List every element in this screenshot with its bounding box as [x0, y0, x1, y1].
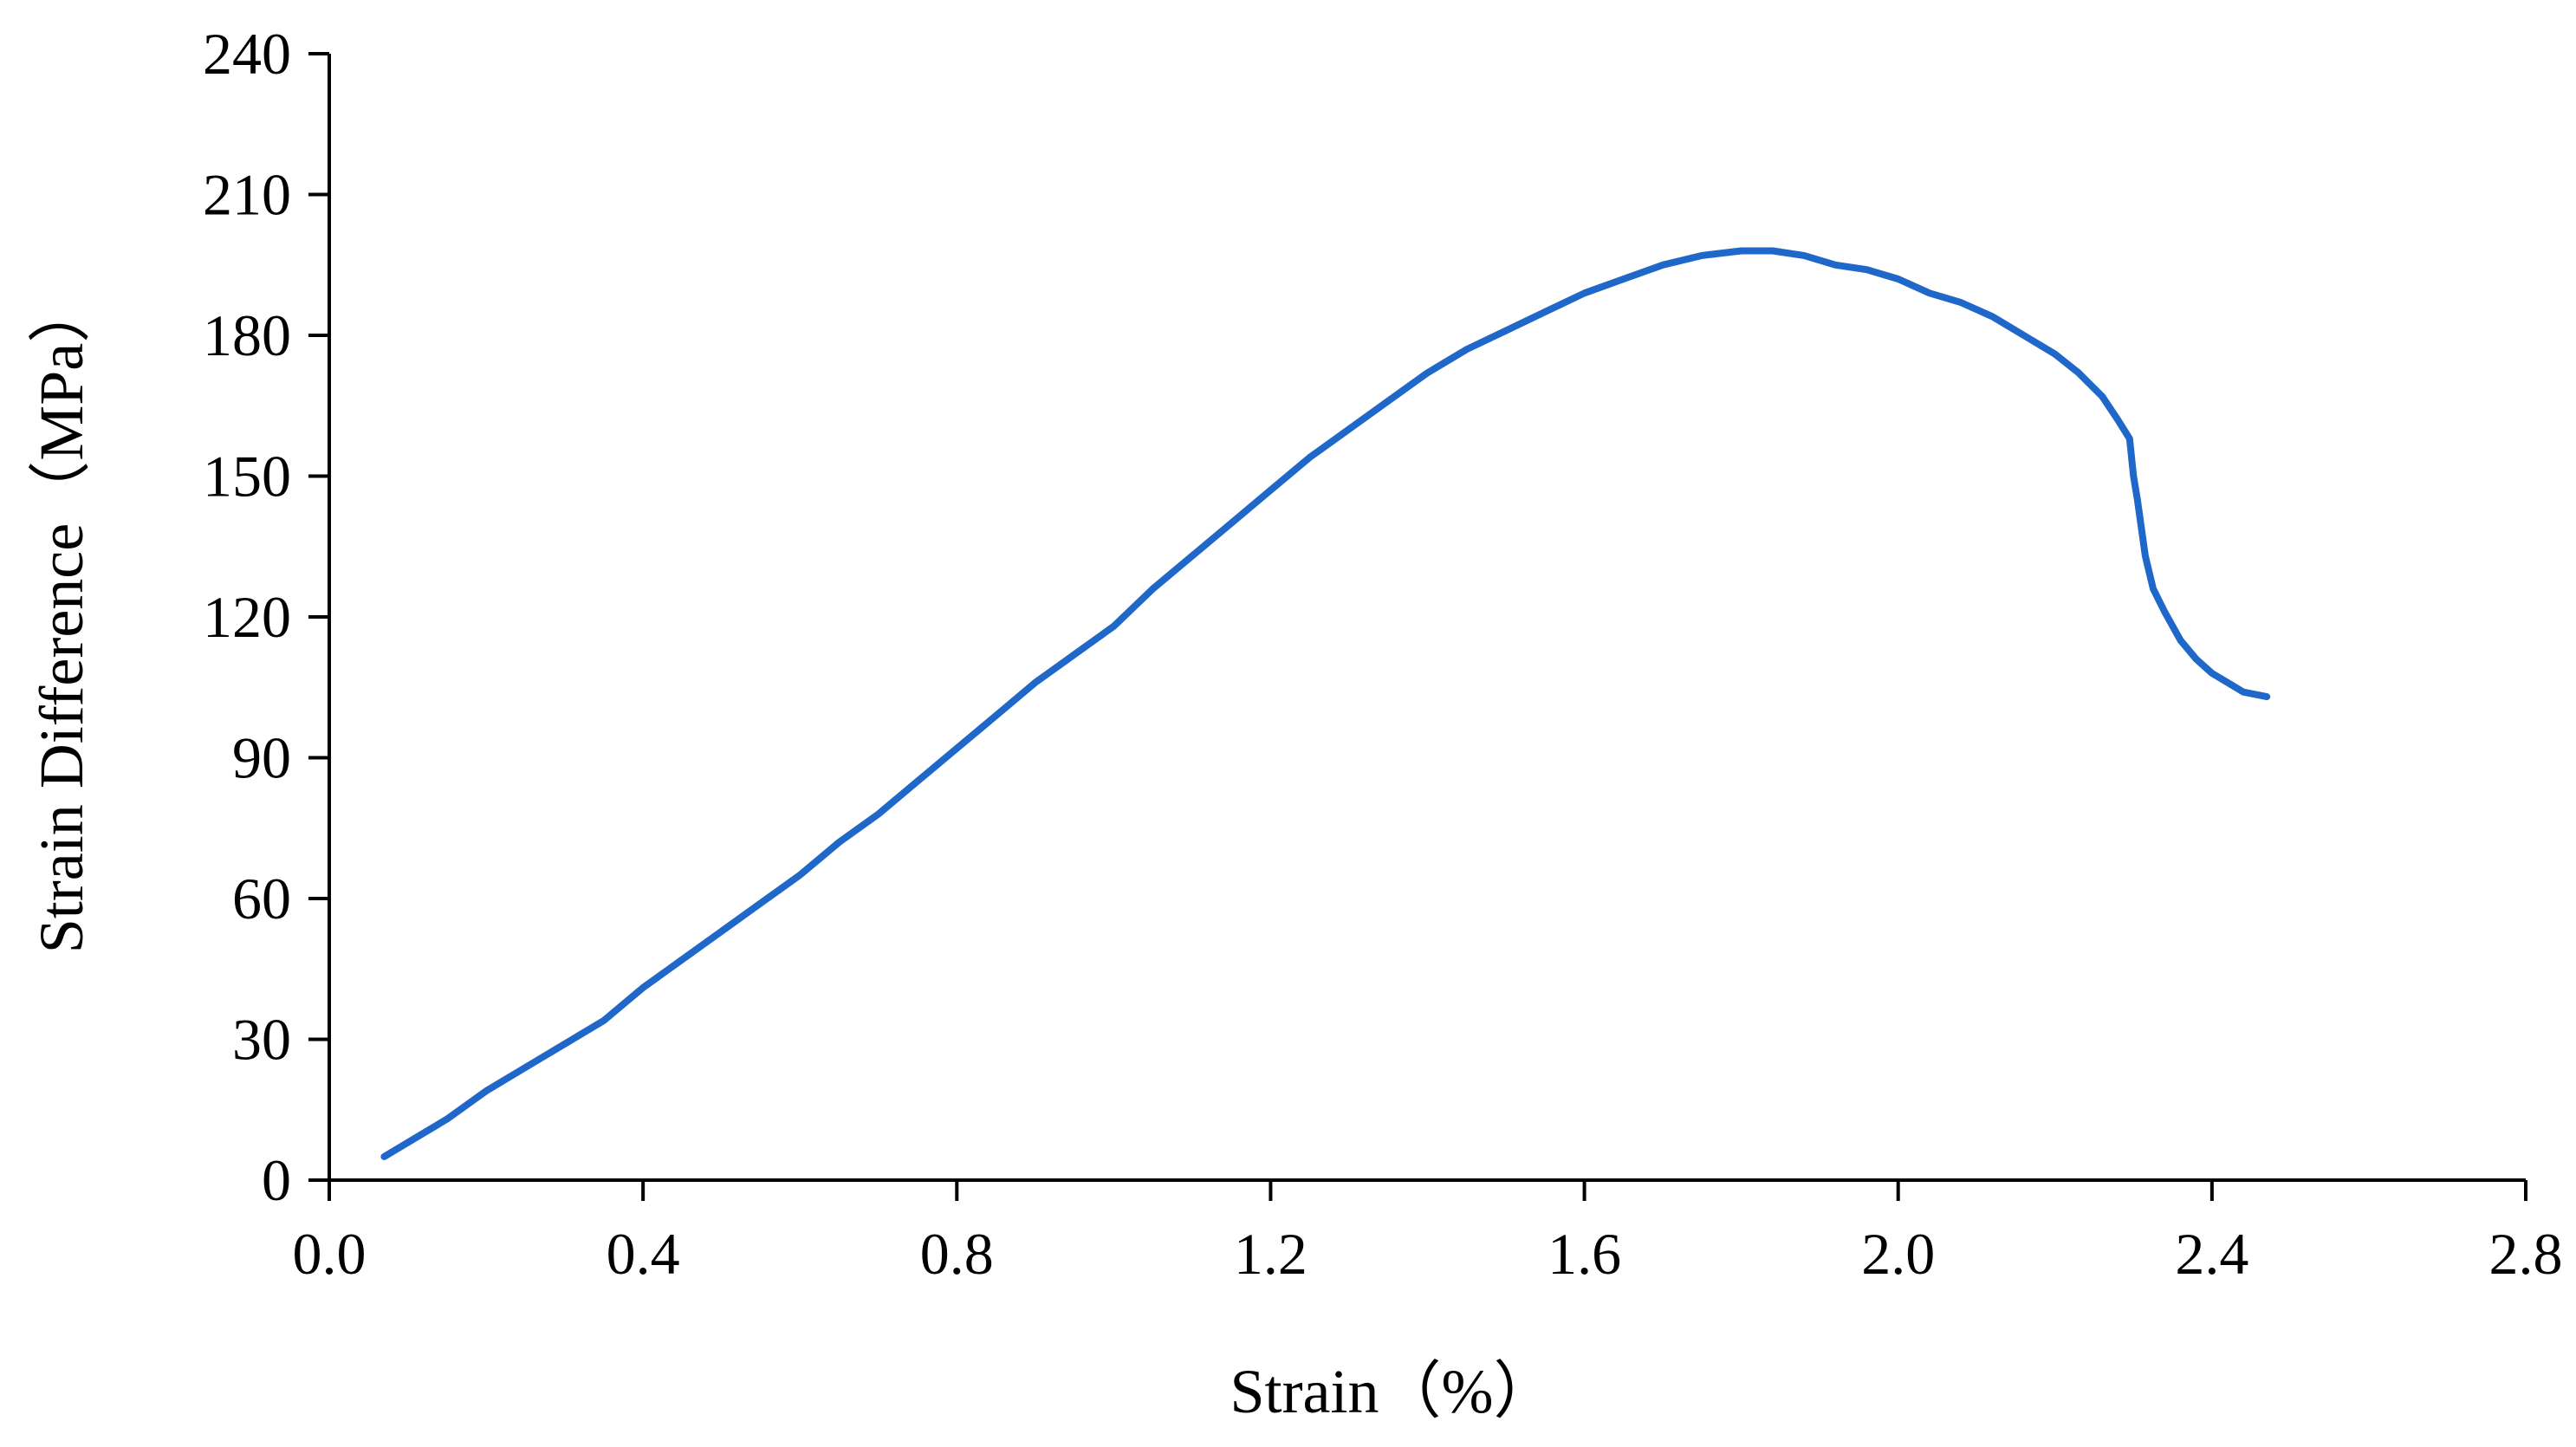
x-axis-ticks: 0.0 0.4 0.8 1.2 1.6 2.0 2.4 2.8 [293, 1180, 2563, 1287]
x-tick-label: 2.8 [2489, 1221, 2563, 1287]
x-tick-label: 0.8 [920, 1221, 994, 1287]
x-tick-label: 2.4 [2175, 1221, 2248, 1287]
x-tick-label: 1.2 [1234, 1221, 1307, 1287]
y-axis-title: Strain Difference（MPa） [27, 281, 96, 953]
y-tick-label: 240 [203, 21, 291, 87]
y-tick-label: 150 [203, 444, 291, 509]
y-axis-ticks: 0 30 60 90 120 150 180 210 240 [203, 21, 329, 1213]
y-tick-label: 120 [203, 584, 291, 650]
x-tick-label: 0.0 [293, 1221, 367, 1287]
y-tick-label: 90 [232, 725, 291, 791]
x-tick-label: 0.4 [607, 1221, 680, 1287]
y-tick-label: 210 [203, 162, 291, 228]
x-tick-label: 2.0 [1861, 1221, 1935, 1287]
x-axis-title: Strain（%） [1230, 1357, 1556, 1426]
y-tick-label: 0 [262, 1147, 291, 1213]
x-tick-label: 1.6 [1548, 1221, 1621, 1287]
y-tick-label: 180 [203, 302, 291, 368]
series-line [380, 247, 2271, 1160]
y-tick-label: 30 [232, 1007, 291, 1073]
y-tick-label: 60 [232, 866, 291, 931]
